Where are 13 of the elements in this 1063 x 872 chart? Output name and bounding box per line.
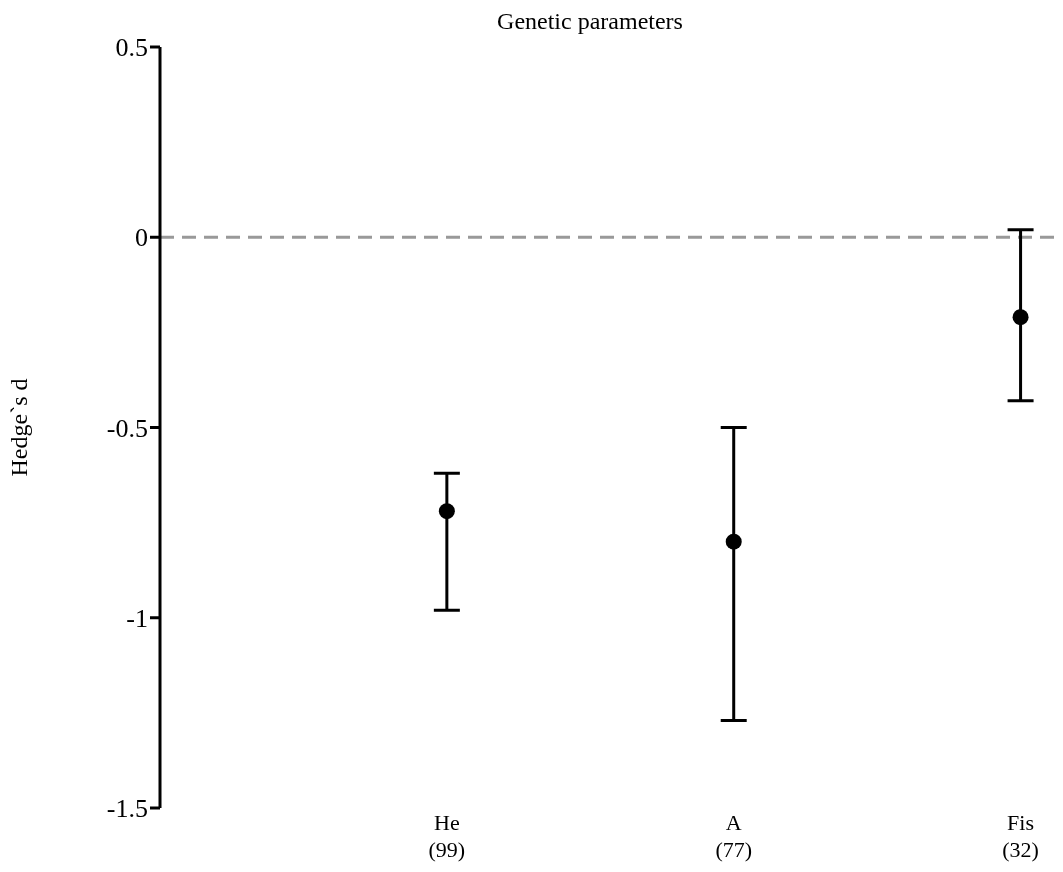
y-axis-title: Hedge`s d [5,378,32,477]
y-tick-label: 0.5 [115,33,148,63]
point [725,533,742,550]
x-tick-label: Fis (32) [1002,810,1039,862]
point [438,503,455,520]
chart-title: Genetic parameters [496,8,684,35]
y-tick-label: -0.5 [106,413,148,443]
y-tick-label: -1.5 [106,794,148,824]
x-tick-label: He (99) [428,810,466,862]
point [1012,309,1029,326]
y-tick-label: 0 [135,223,148,253]
x-tick-label: A (77) [715,810,753,862]
y-tick-label: -1 [126,603,148,633]
